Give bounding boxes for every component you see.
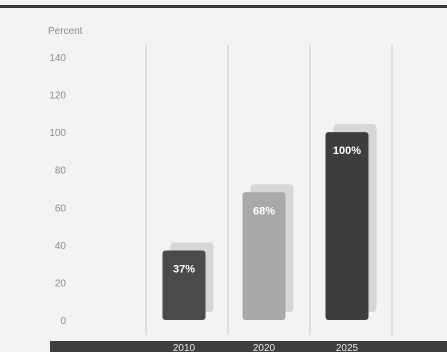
y-tick-label: 140 <box>49 53 66 64</box>
bar-2025: 100% <box>325 124 377 320</box>
bar-2020: 68% <box>242 184 294 320</box>
y-tick-label: 0 <box>60 316 66 327</box>
bar-data-label: 37% <box>173 263 195 275</box>
y-axis-ticks: 0 20 40 60 80 100 120 140 <box>49 53 66 327</box>
y-tick-label: 60 <box>55 203 67 214</box>
grid-lines <box>145 45 393 335</box>
y-tick-label: 120 <box>49 91 66 102</box>
y-tick-label: 80 <box>55 166 67 177</box>
bars: 37% 68% 100% <box>162 124 377 320</box>
bar-rect <box>162 250 206 320</box>
x-axis-ticks: 2010 2020 2025 <box>173 343 359 352</box>
x-axis-band <box>50 341 447 352</box>
y-tick-label: 100 <box>49 128 66 139</box>
bar-data-label: 68% <box>253 205 275 217</box>
bar-2010: 37% <box>162 242 214 320</box>
bar-rect <box>242 192 286 320</box>
y-axis-label: Percent <box>48 26 83 37</box>
x-tick-label: 2025 <box>336 343 359 352</box>
y-tick-label: 40 <box>55 241 67 252</box>
top-rule <box>0 5 447 8</box>
y-tick-label: 20 <box>55 278 67 289</box>
x-tick-label: 2010 <box>173 343 196 352</box>
x-tick-label: 2020 <box>253 343 276 352</box>
bar-rect <box>325 132 369 320</box>
bar-data-label: 100% <box>333 145 361 157</box>
